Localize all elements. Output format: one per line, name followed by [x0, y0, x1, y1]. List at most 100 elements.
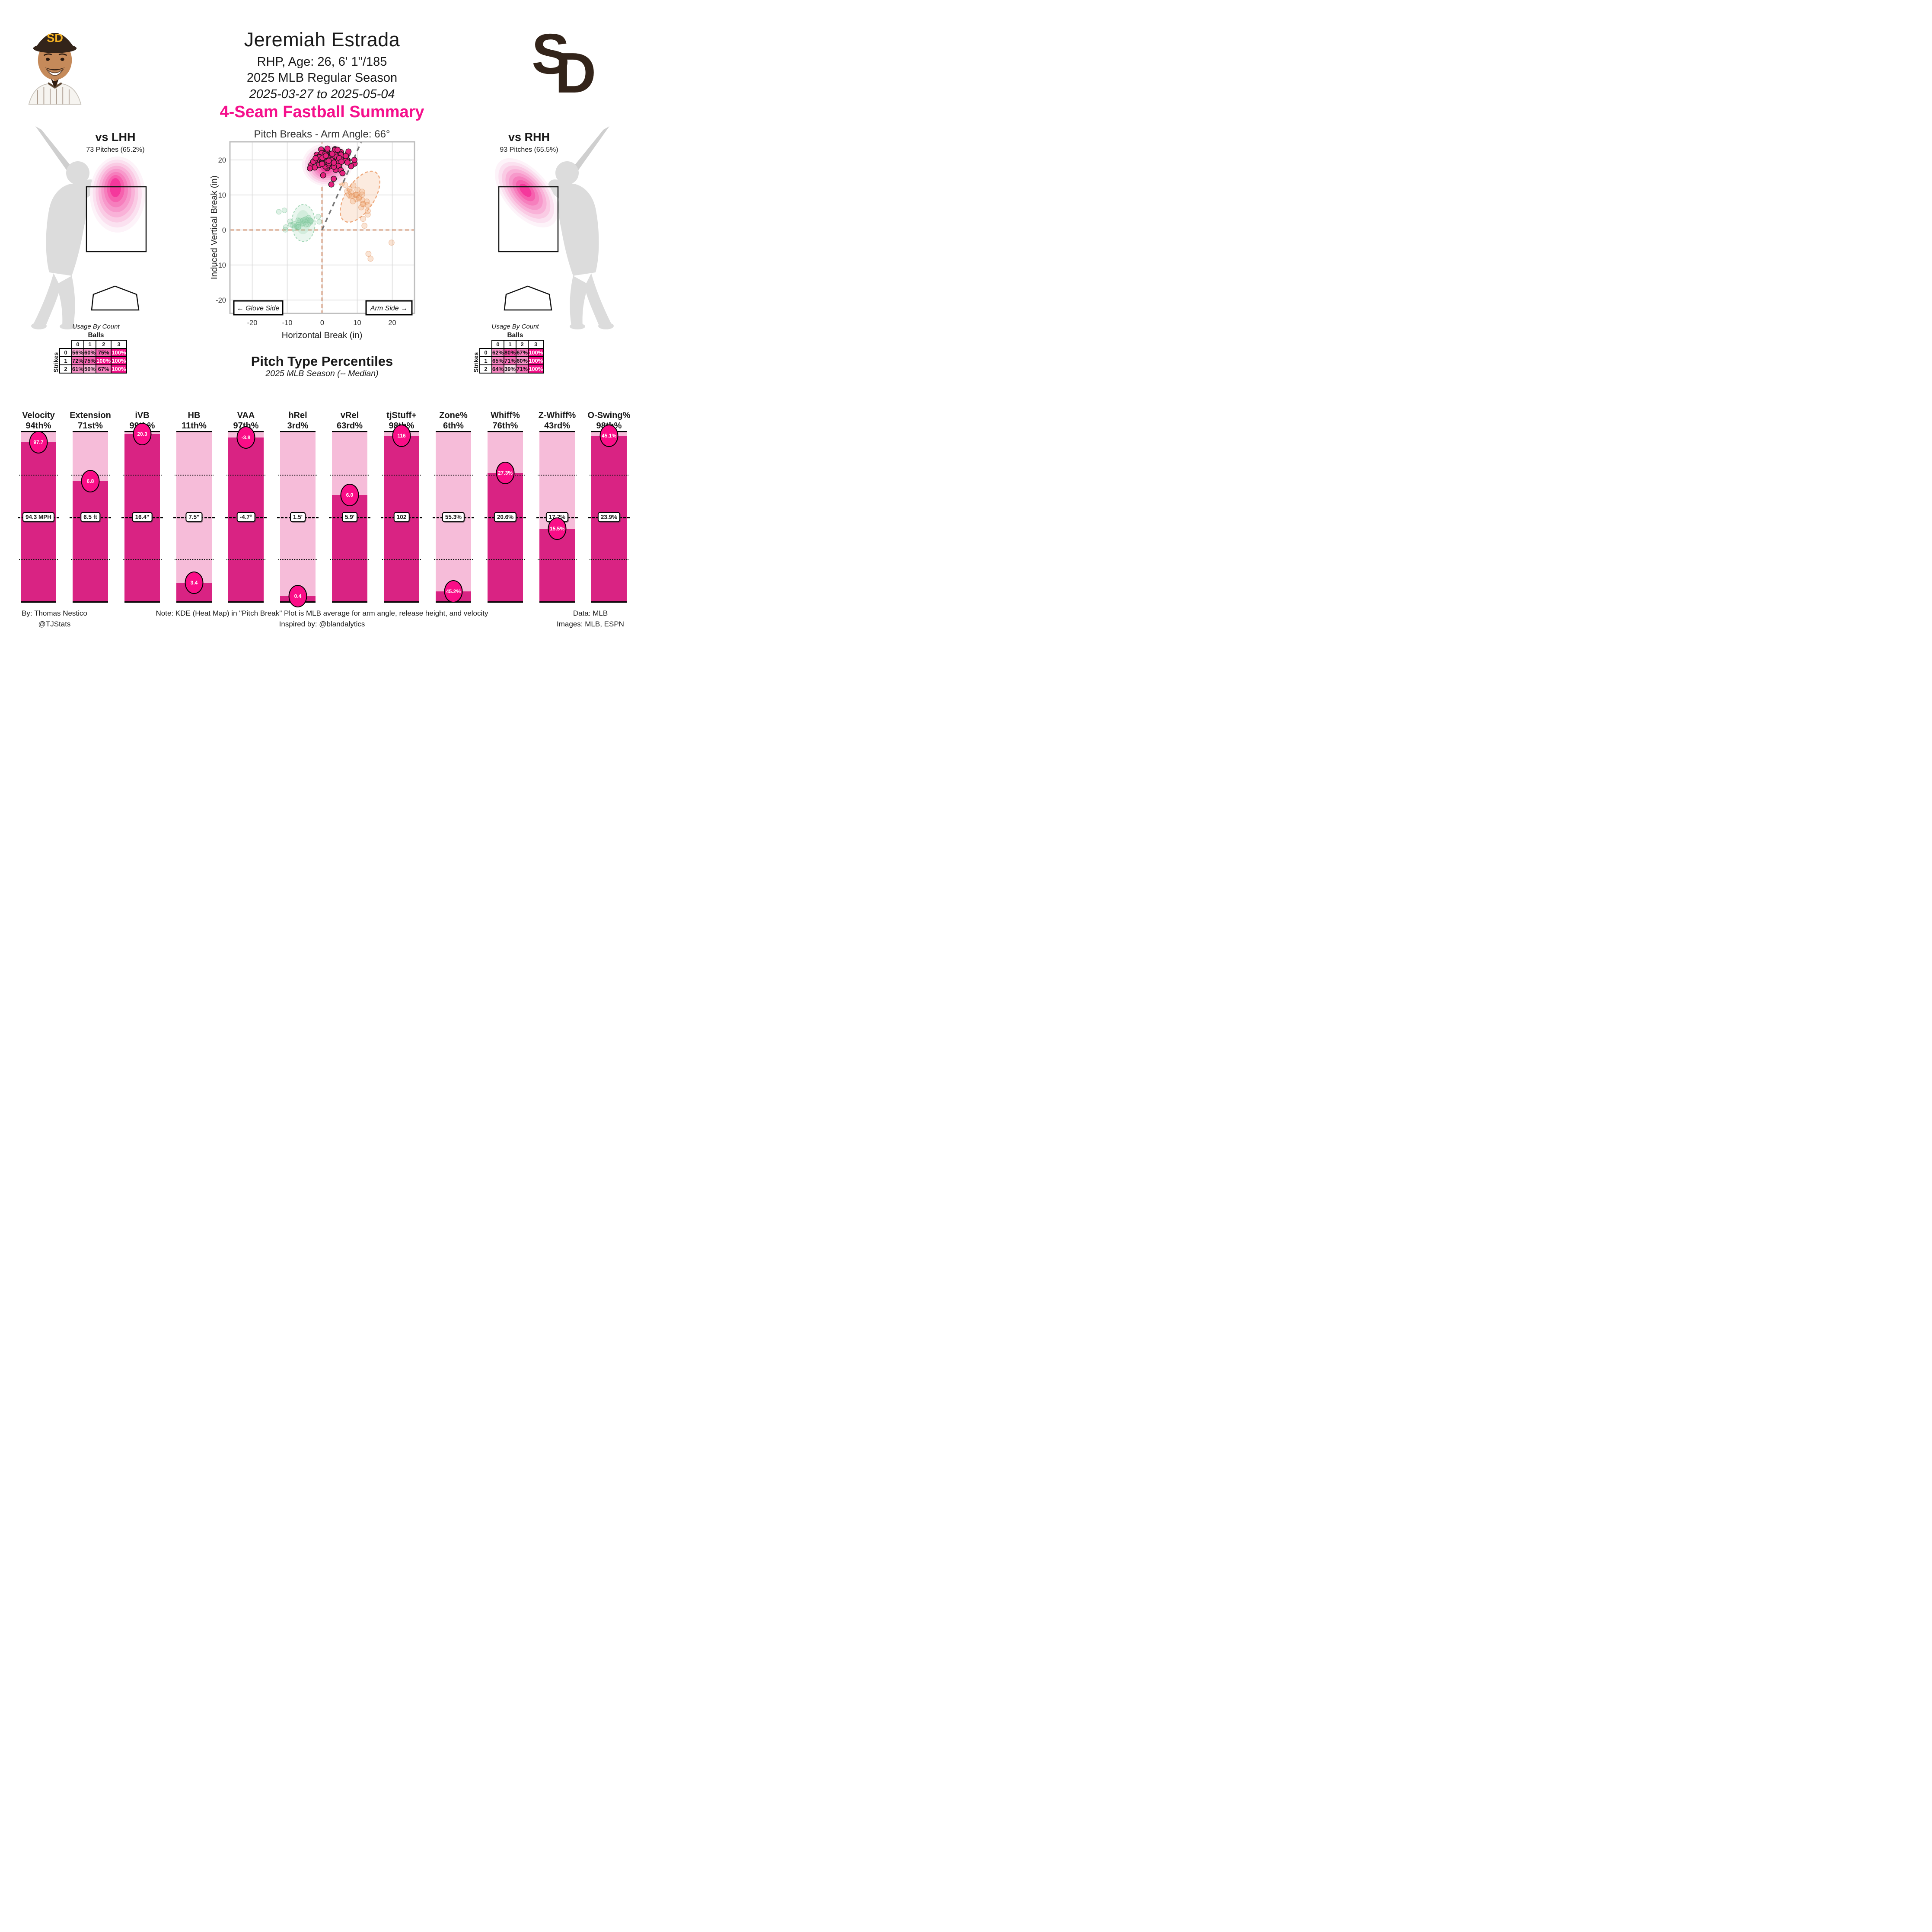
- bar-metric-name: O-Swing%: [587, 411, 631, 420]
- usage-col-header: 0: [71, 340, 85, 349]
- usage-cell: 61%: [71, 364, 85, 374]
- vs-rhh-subtitle: 93 Pitches (65.5%): [500, 146, 558, 153]
- median-value-box: 1.5': [290, 512, 306, 522]
- usage-col-header: 2: [96, 340, 112, 349]
- svg-text:-10: -10: [282, 319, 293, 327]
- page-title: Jeremiah Estrada: [244, 29, 400, 51]
- quartile-25-line: [538, 559, 577, 560]
- quartile-75-line: [330, 474, 369, 476]
- orange-kde-ellipse: [339, 170, 381, 223]
- y-axis-label: Induced Vertical Break (in): [209, 176, 219, 279]
- quartile-25-line: [590, 559, 628, 560]
- value-badge: 116: [392, 424, 411, 447]
- value-badge: 45.2%: [444, 580, 463, 603]
- usage-cell: 56%: [71, 348, 85, 357]
- bar-metric-name: Z-Whiff%: [538, 411, 576, 420]
- usage-cell: 67%: [96, 364, 112, 374]
- footer-author-line2: @TJStats: [38, 620, 71, 628]
- median-value-box: 55.3%: [442, 512, 465, 522]
- lhh-usage-balls-label: Balls: [88, 332, 104, 339]
- usage-cell: 100%: [528, 364, 544, 374]
- usage-cell: 80%: [504, 348, 517, 357]
- quartile-75-line: [278, 474, 317, 476]
- bar-track: 7.5" 3.4: [173, 431, 215, 603]
- rhh-usage-title: Usage By Count: [491, 323, 539, 330]
- bar-fill: [21, 442, 56, 601]
- glove-side-box: [233, 300, 284, 316]
- quartile-25-line: [434, 559, 473, 560]
- bar-metric-name: VAA: [237, 411, 255, 420]
- value-badge: 97.7: [29, 431, 48, 454]
- bar-metric-name: tjStuff+: [386, 411, 417, 420]
- usage-cell: 64%: [491, 364, 505, 374]
- bar-metric-name: vRel: [340, 411, 359, 420]
- median-value-box: 20.6%: [494, 512, 517, 522]
- svg-text:10: 10: [218, 192, 226, 199]
- quartile-25-line: [123, 559, 162, 560]
- bar-percentile-label: 6th%: [443, 421, 464, 431]
- usage-row-header: 2: [59, 364, 72, 374]
- quartile-25-line: [330, 559, 369, 560]
- pitch-breaks-title: Pitch Breaks - Arm Angle: 66°: [254, 128, 390, 140]
- usage-cell: 100%: [528, 348, 544, 357]
- svg-text:-20: -20: [247, 319, 258, 327]
- green-dot-cluster: [276, 208, 322, 233]
- median-value-box: 7.5": [185, 512, 203, 522]
- value-badge: 27.3%: [496, 461, 515, 484]
- usage-col-header: 1: [83, 340, 97, 349]
- usage-col-header: 2: [516, 340, 529, 349]
- bar-percentile-label: 63rd%: [336, 421, 363, 431]
- quartile-75-line: [538, 474, 577, 476]
- value-badge: 45.1%: [599, 424, 618, 447]
- svg-text:10: 10: [353, 319, 361, 327]
- usage-cell: 75%: [83, 356, 97, 365]
- usage-col-header: 1: [504, 340, 517, 349]
- bar-track: 55.3% 45.2%: [433, 431, 474, 603]
- usage-cell: 67%: [516, 348, 529, 357]
- usage-corner-cell: [60, 340, 72, 348]
- player-bio: RHP, Age: 26, 6' 1"/185: [257, 55, 387, 69]
- svg-text:S: S: [532, 22, 570, 86]
- usage-by-count-table: 0 1 2 3 0 56% 60% 75% 100% 1 72% 75% 100% 100% 2 61% 50%…: [59, 340, 127, 374]
- bar-percentile-label: 94th%: [26, 421, 51, 431]
- usage-by-count-table: 0 1 2 3 0 62% 80% 67% 100% 1 65% 71% 60% 100% 2 64% 39% 7…: [479, 340, 544, 374]
- pitch-breaks-plot: Pitch Breaks - Arm Angle: 66° ← Glove Si…: [209, 128, 415, 340]
- usage-cell: 65%: [491, 356, 505, 365]
- svg-text:SD: SD: [47, 31, 63, 45]
- usage-col-header: 3: [111, 340, 127, 349]
- orange-dot-cluster: [338, 179, 395, 262]
- bar-metric-name: Velocity: [22, 411, 55, 420]
- quartile-75-line: [123, 474, 162, 476]
- quartile-75-line: [175, 474, 214, 476]
- quartile-25-line: [19, 559, 58, 560]
- bar-metric-name: Whiff%: [491, 411, 520, 420]
- bar-track: 17.2% 15.5%: [536, 431, 578, 603]
- median-value-box: -4.7°: [236, 512, 255, 522]
- arm-side-label: Arm Side →: [370, 305, 408, 312]
- bar-track: 23.9% 45.1%: [588, 424, 630, 603]
- usage-cell: 62%: [491, 348, 505, 357]
- y-tick-labels: 20 10 0 -10 -20: [216, 156, 226, 304]
- bar-track: 6.5 ft 6.8: [70, 431, 111, 603]
- date-range: 2025-03-27 to 2025-05-04: [249, 87, 395, 101]
- fastball-dot-cluster: [307, 145, 358, 188]
- footer-note: Note: KDE (Heat Map) in "Pitch Break" Pl…: [149, 608, 495, 629]
- glove-side-label: ← Glove Side: [237, 305, 280, 312]
- bar-fill: [488, 473, 523, 601]
- svg-text:-20: -20: [216, 297, 226, 304]
- bar-percentile-label: 76th%: [492, 421, 518, 431]
- quartile-75-line: [434, 474, 473, 476]
- bar-track: 102 116: [381, 424, 422, 603]
- lhh-home-plate: [91, 285, 140, 311]
- rhh-kde-blob: [495, 158, 558, 228]
- usage-corner-cell: [480, 340, 492, 348]
- footer-author-line1: By: Thomas Nestico: [22, 609, 87, 617]
- percentile-bars: Velocity 94th% 94.3 MPH 97.7 Extension 71st% 6…: [0, 411, 644, 614]
- quartile-25-line: [382, 559, 421, 560]
- x-axis-label: Horizontal Break (in): [282, 330, 363, 340]
- bar-percentile-label: 11th%: [182, 421, 207, 431]
- bar-metric-name: Extension: [70, 411, 111, 420]
- usage-cell: 100%: [528, 356, 544, 365]
- vs-lhh-subtitle: 73 Pitches (65.2%): [86, 146, 145, 153]
- footer-credits: Data: MLB Images: MLB, ESPN: [543, 608, 638, 629]
